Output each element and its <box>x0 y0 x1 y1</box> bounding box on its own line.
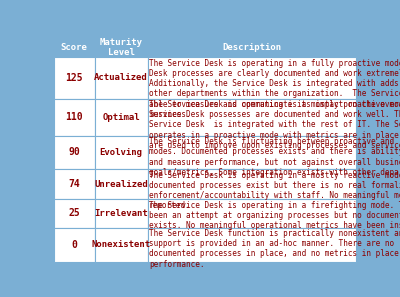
Bar <box>54 57 94 99</box>
Text: The Service Desk is operating in a firefighting mode. There has
been an attempt : The Service Desk is operating in a firef… <box>149 201 400 230</box>
Text: The Service Desk is fluctuating between proactive and reactive
modes. Documented: The Service Desk is fluctuating between … <box>149 137 400 177</box>
Bar <box>148 38 356 57</box>
Bar <box>54 38 94 57</box>
Text: The Service Desk function is practically nonexistent and all
support is provided: The Service Desk function is practically… <box>149 229 400 269</box>
Text: The Service Desk is operating in a mostly reactive mode. Some
documented process: The Service Desk is operating in a mostl… <box>149 170 400 210</box>
Text: Unrealized: Unrealized <box>94 180 148 189</box>
Bar <box>148 199 356 228</box>
Text: Optimal: Optimal <box>102 113 140 122</box>
Text: 25: 25 <box>68 208 80 218</box>
Bar <box>94 38 148 57</box>
Text: The Service Desk is operating in a fully proactive mode. Service
Desk processes : The Service Desk is operating in a fully… <box>149 59 400 119</box>
Bar <box>94 199 148 228</box>
Bar <box>54 228 94 262</box>
Bar <box>148 57 356 99</box>
Bar <box>148 169 356 199</box>
Text: Nonexistent: Nonexistent <box>92 240 151 249</box>
Bar <box>54 199 94 228</box>
Bar <box>94 136 148 169</box>
Bar <box>148 136 356 169</box>
Text: 125: 125 <box>65 73 83 83</box>
Text: Description: Description <box>222 43 282 52</box>
Text: 90: 90 <box>68 148 80 157</box>
Bar <box>148 99 356 136</box>
Text: 74: 74 <box>68 179 80 189</box>
Bar <box>54 136 94 169</box>
Text: 110: 110 <box>65 112 83 122</box>
Bar <box>94 57 148 99</box>
Bar <box>94 169 148 199</box>
Text: Maturity
Level: Maturity Level <box>100 38 142 57</box>
Text: 0: 0 <box>71 240 77 249</box>
Text: Evolving: Evolving <box>100 148 142 157</box>
Text: Actualized: Actualized <box>94 73 148 82</box>
Bar <box>94 228 148 262</box>
Text: Irrelevant: Irrelevant <box>94 209 148 218</box>
Bar <box>148 228 356 262</box>
Bar <box>54 169 94 199</box>
Text: Score: Score <box>61 43 88 52</box>
Text: The Service Desk is operating is a mostly proactive mode.
Service Desk possesses: The Service Desk is operating is a mostl… <box>149 100 400 150</box>
Bar <box>54 99 94 136</box>
Bar <box>94 99 148 136</box>
